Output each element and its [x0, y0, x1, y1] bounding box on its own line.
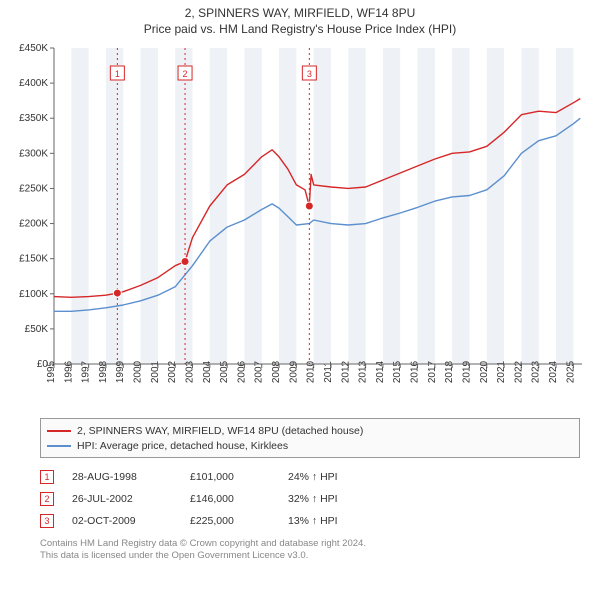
marker-label: 3 — [307, 69, 312, 79]
y-tick-label: £50K — [25, 324, 49, 335]
y-tick-label: £400K — [19, 78, 48, 89]
legend-swatch — [47, 445, 71, 447]
attribution-footer: Contains HM Land Registry data © Crown c… — [40, 538, 580, 563]
chart-title-block: 2, SPINNERS WAY, MIRFIELD, WF14 8PU Pric… — [0, 0, 600, 38]
sale-diff: 24% ↑ HPI — [288, 471, 378, 483]
sale-index-badge: 1 — [40, 470, 54, 484]
legend-swatch — [47, 430, 71, 432]
legend-item: 2, SPINNERS WAY, MIRFIELD, WF14 8PU (det… — [47, 423, 573, 438]
y-tick-label: £450K — [19, 43, 48, 54]
footer-line-1: Contains HM Land Registry data © Crown c… — [40, 538, 580, 550]
sale-price: £225,000 — [190, 515, 270, 527]
sale-date: 28-AUG-1998 — [72, 471, 172, 483]
chart-title: 2, SPINNERS WAY, MIRFIELD, WF14 8PU — [0, 6, 600, 20]
chart-container: £0£50K£100K£150K£200K£250K£300K£350K£400… — [10, 42, 590, 412]
sale-row: 3 02-OCT-2009 £225,000 13% ↑ HPI — [40, 510, 580, 532]
sale-diff: 32% ↑ HPI — [288, 493, 378, 505]
y-tick-label: £300K — [19, 148, 48, 159]
sale-row: 1 28-AUG-1998 £101,000 24% ↑ HPI — [40, 466, 580, 488]
legend-label: 2, SPINNERS WAY, MIRFIELD, WF14 8PU (det… — [77, 425, 363, 437]
sale-date: 26-JUL-2002 — [72, 493, 172, 505]
sale-index-badge: 2 — [40, 492, 54, 506]
sales-table: 1 28-AUG-1998 £101,000 24% ↑ HPI 2 26-JUL-200… — [40, 466, 580, 532]
y-tick-label: £150K — [19, 254, 48, 265]
sale-date: 02-OCT-2009 — [72, 515, 172, 527]
sale-price: £146,000 — [190, 493, 270, 505]
sale-diff: 13% ↑ HPI — [288, 515, 378, 527]
sale-row: 2 26-JUL-2002 £146,000 32% ↑ HPI — [40, 488, 580, 510]
legend: 2, SPINNERS WAY, MIRFIELD, WF14 8PU (det… — [40, 418, 580, 458]
y-tick-label: £200K — [19, 219, 48, 230]
y-tick-label: £350K — [19, 113, 48, 124]
y-tick-label: £250K — [19, 183, 48, 194]
marker-label: 1 — [115, 69, 120, 79]
marker-label: 2 — [183, 69, 188, 79]
price-chart: £0£50K£100K£150K£200K£250K£300K£350K£400… — [10, 42, 590, 412]
legend-item: HPI: Average price, detached house, Kirk… — [47, 438, 573, 453]
sale-price: £101,000 — [190, 471, 270, 483]
chart-subtitle: Price paid vs. HM Land Registry's House … — [0, 22, 600, 36]
legend-label: HPI: Average price, detached house, Kirk… — [77, 440, 288, 452]
footer-line-2: This data is licensed under the Open Gov… — [40, 550, 580, 562]
sale-index-badge: 3 — [40, 514, 54, 528]
y-tick-label: £100K — [19, 289, 48, 300]
